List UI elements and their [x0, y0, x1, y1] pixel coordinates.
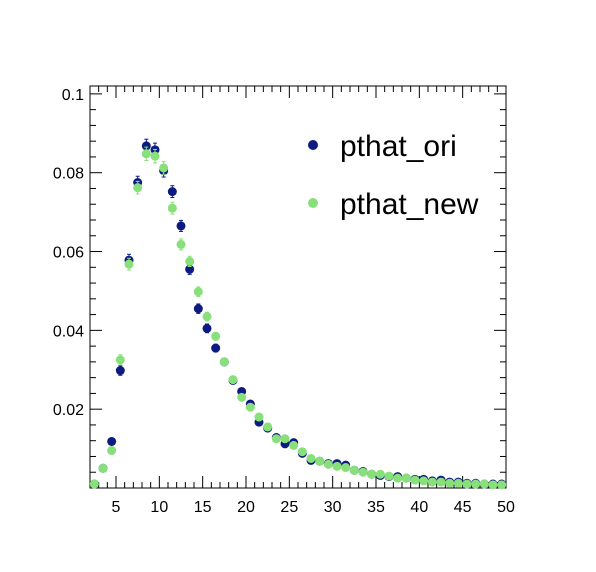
- data-point: [332, 461, 342, 471]
- data-point: [393, 473, 403, 483]
- x-tick-label: 45: [454, 499, 472, 516]
- data-point: [488, 480, 498, 490]
- axes-group: 5 10 15 20 25 30 35 40 45 50 0.02 0.04 0.06 0.08 0.1: [53, 85, 515, 516]
- data-point: [124, 259, 134, 269]
- data-point: [193, 304, 203, 314]
- x-tick-label: 40: [410, 499, 428, 516]
- data-point: [185, 256, 195, 266]
- data-point: [419, 476, 429, 486]
- data-point: [115, 355, 125, 365]
- x-tick-label: 50: [497, 499, 515, 516]
- x-tick-label: 20: [237, 499, 255, 516]
- data-point: [141, 141, 151, 151]
- series-group: [89, 138, 507, 490]
- data-point: [202, 312, 212, 322]
- legend-label: pthat_new: [340, 188, 479, 221]
- x-tick-label: 25: [280, 499, 298, 516]
- legend-marker: [308, 140, 318, 150]
- data-point: [280, 434, 290, 444]
- data-point: [254, 412, 264, 422]
- data-point: [462, 479, 472, 489]
- data-point: [367, 469, 377, 479]
- data-point: [185, 264, 195, 274]
- y-tick-label: 0.06: [53, 245, 84, 262]
- data-point: [384, 471, 394, 481]
- data-point: [445, 478, 455, 488]
- data-point: [167, 187, 177, 197]
- data-point: [427, 477, 437, 487]
- data-point: [471, 479, 481, 489]
- data-point: [211, 343, 221, 353]
- data-point: [315, 456, 325, 466]
- data-point: [453, 478, 463, 488]
- data-point: [358, 467, 368, 477]
- y-tick-label: 0.04: [53, 323, 84, 340]
- data-point: [176, 221, 186, 231]
- data-point: [289, 440, 299, 450]
- data-point: [375, 469, 385, 479]
- data-point: [436, 477, 446, 487]
- data-point: [107, 436, 117, 446]
- data-point: [193, 287, 203, 297]
- data-point: [341, 463, 351, 473]
- data-point: [245, 402, 255, 412]
- data-point: [497, 480, 507, 490]
- x-tick-label: 35: [367, 499, 385, 516]
- y-tick-label: 0.02: [53, 402, 84, 419]
- data-point: [263, 422, 273, 432]
- data-point: [150, 151, 160, 161]
- x-tick-label: 15: [194, 499, 212, 516]
- x-tick-label: 5: [112, 499, 121, 516]
- data-point: [141, 149, 151, 159]
- data-point: [297, 447, 307, 457]
- data-point: [401, 473, 411, 483]
- data-point: [159, 163, 169, 173]
- data-point: [167, 203, 177, 213]
- data-point: [98, 463, 108, 473]
- data-point: [349, 465, 359, 475]
- data-point: [89, 479, 99, 489]
- legend: pthat_ori pthat_new: [308, 130, 479, 221]
- y-tick-label: 0.08: [53, 166, 84, 183]
- data-point: [323, 459, 333, 469]
- data-point: [176, 239, 186, 249]
- series-pthat_new: [89, 146, 507, 490]
- x-tick-label: 30: [324, 499, 342, 516]
- data-point: [410, 475, 420, 485]
- legend-marker: [308, 198, 318, 208]
- data-point: [211, 331, 221, 341]
- data-point: [228, 375, 238, 385]
- y-tick-label: 0.1: [62, 87, 84, 104]
- data-point: [271, 434, 281, 444]
- data-point: [219, 357, 229, 367]
- data-point: [115, 366, 125, 376]
- data-point: [107, 446, 117, 456]
- data-point: [479, 479, 489, 489]
- data-point: [306, 453, 316, 463]
- data-point: [202, 323, 212, 333]
- legend-label: pthat_ori: [340, 130, 457, 163]
- data-point: [237, 392, 247, 402]
- data-point: [133, 183, 143, 193]
- x-tick-label: 10: [150, 499, 168, 516]
